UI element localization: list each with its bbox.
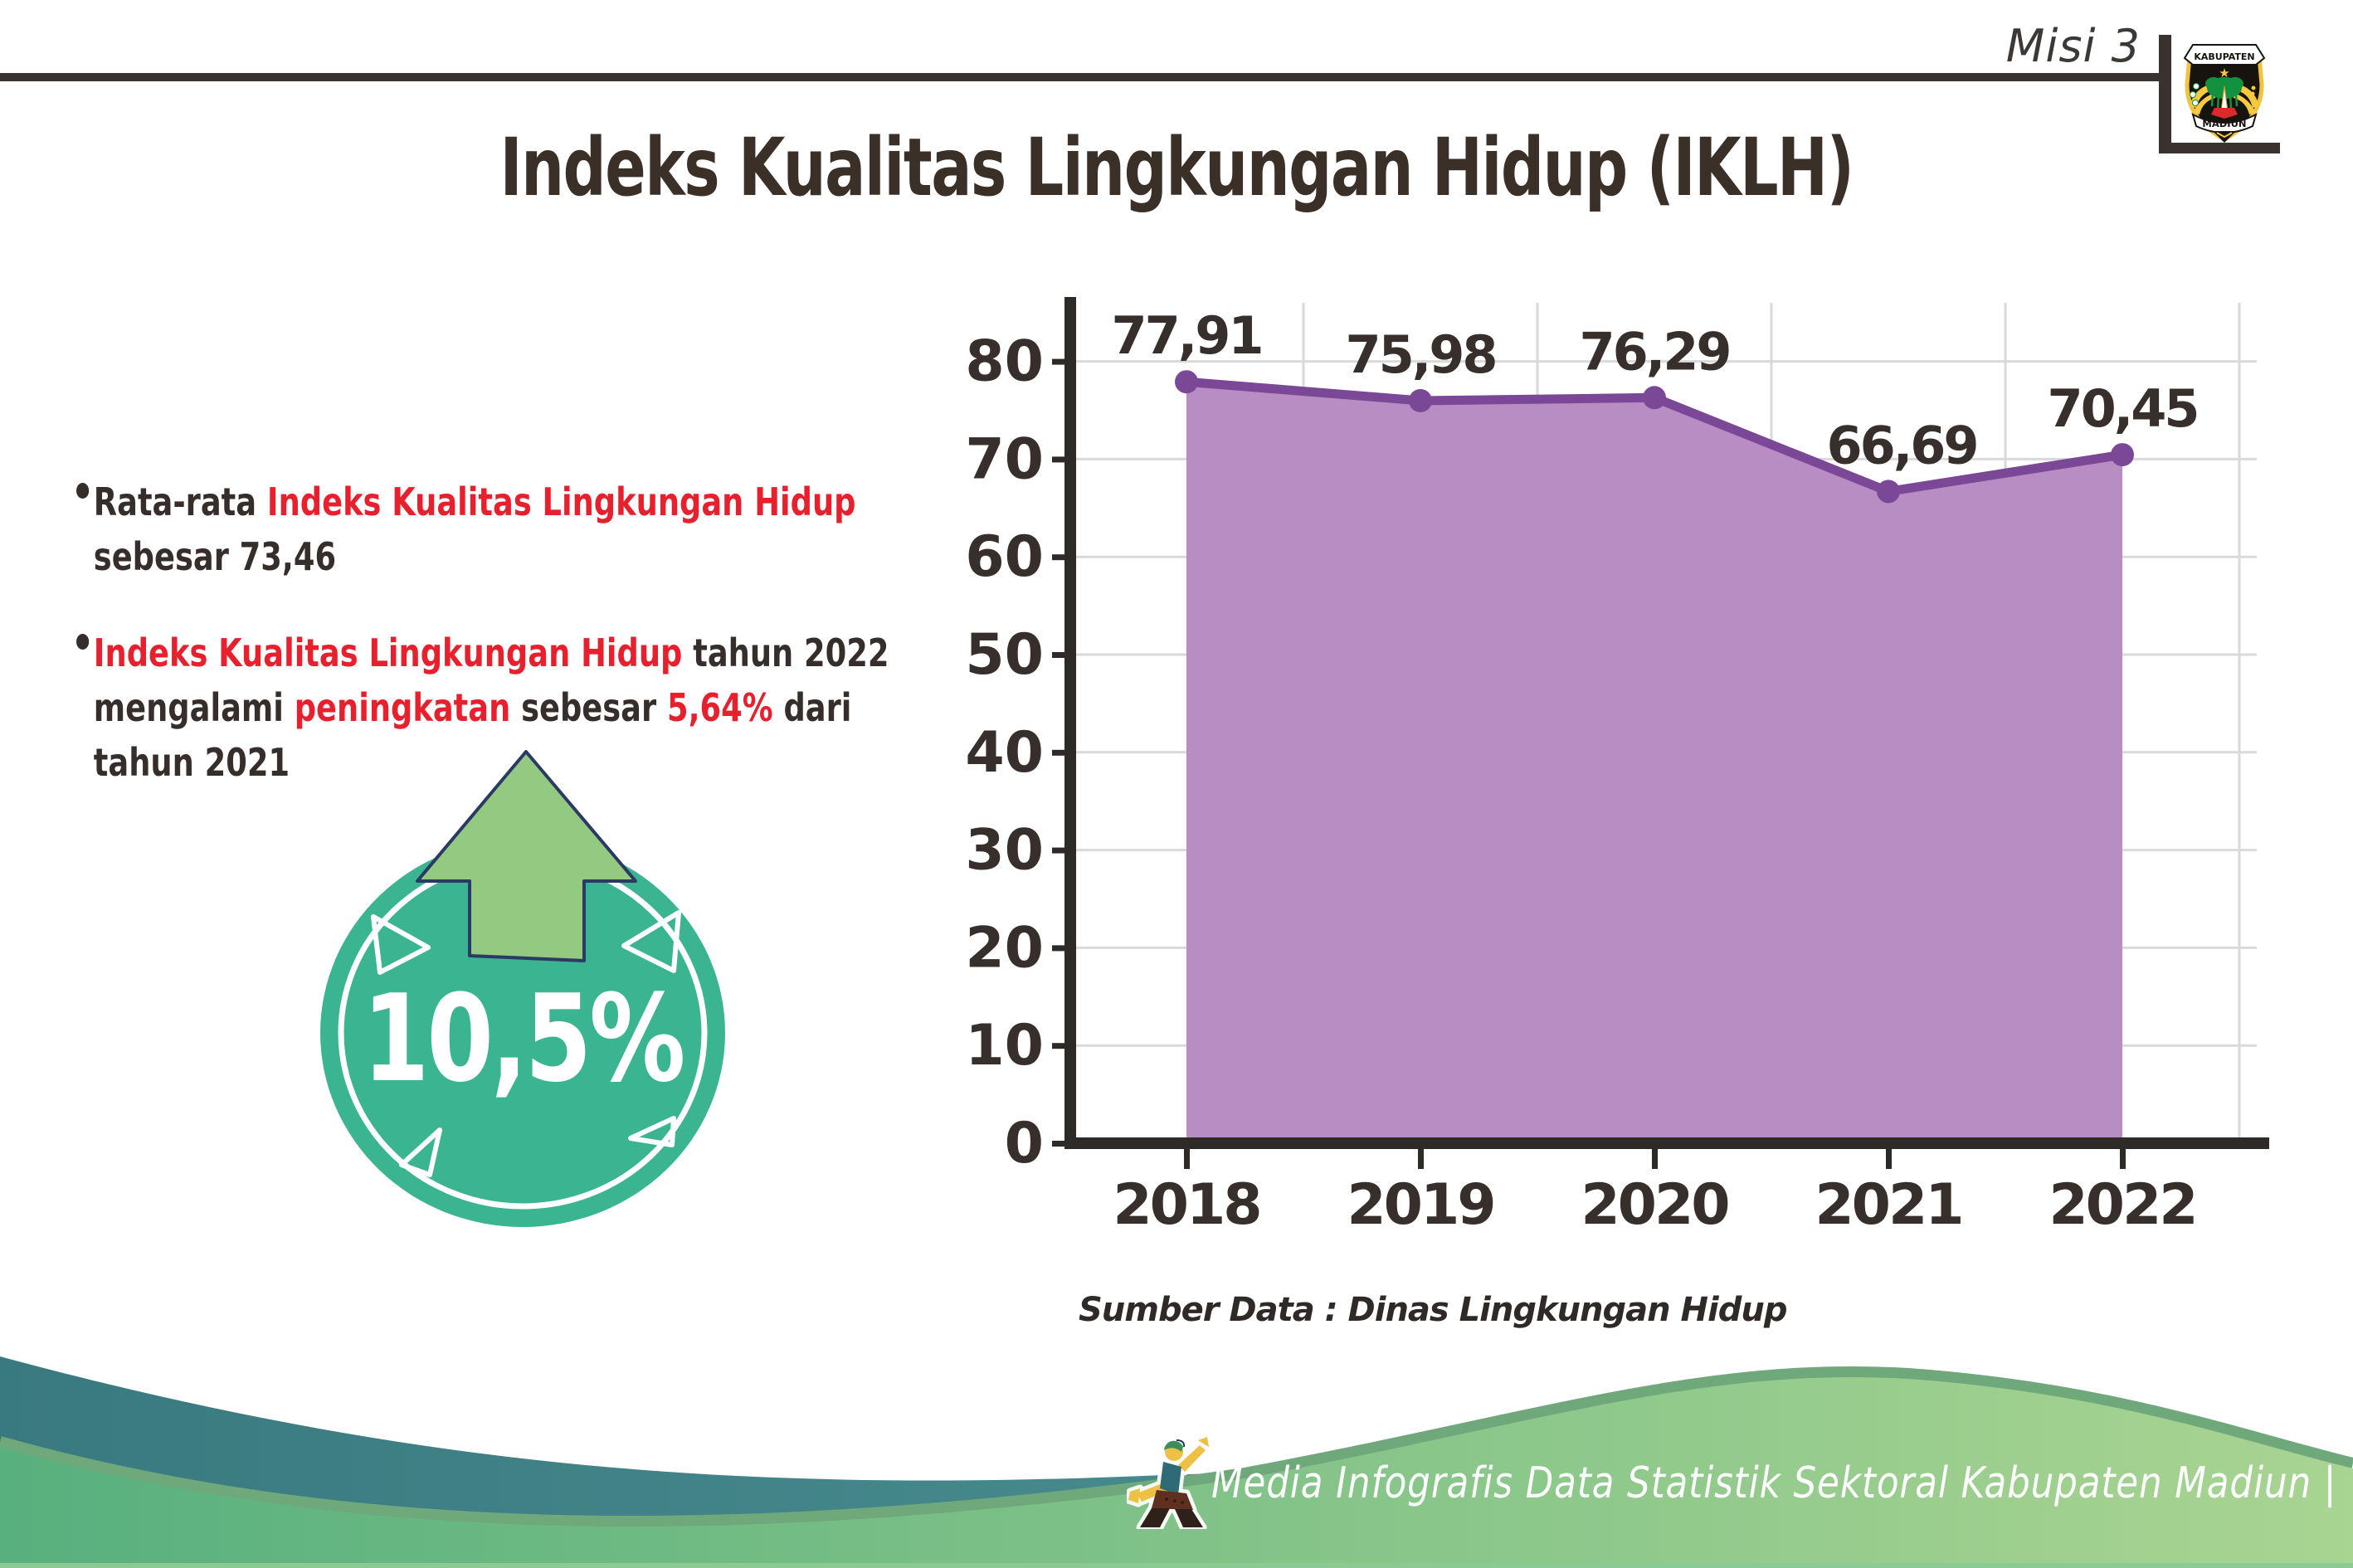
svg-text:20: 20 — [965, 915, 1044, 981]
green-wave — [0, 1376, 2353, 1568]
logo-top-text: KABUPATEN — [2194, 51, 2254, 62]
svg-text:0: 0 — [1005, 1111, 1044, 1176]
chart-source: Sumber Data : Dinas Lingkungan Hidup — [1079, 1291, 1787, 1329]
logo-star-icon: ★ — [2219, 66, 2229, 80]
misi-label: Misi 3 — [2005, 20, 2141, 72]
svg-text:2019: 2019 — [1347, 1172, 1493, 1238]
footer-wave-decoration — [0, 1356, 2353, 1568]
svg-text:2022: 2022 — [2049, 1172, 2195, 1238]
bullet-dot-icon — [76, 483, 90, 499]
svg-text:50: 50 — [965, 622, 1044, 688]
bullet-dot-icon — [76, 634, 90, 650]
green-wave-edge — [0, 1366, 2353, 1528]
badge-tick-decorations — [371, 910, 681, 1177]
svg-text:10: 10 — [965, 1013, 1044, 1079]
svg-text:77,91: 77,91 — [1111, 305, 1261, 366]
bullet2-line2: mengalami peningkatan sebesar 5,64% dari — [93, 685, 852, 730]
bullet2-line1: Indeks Kualitas Lingkungan Hidup tahun 2… — [93, 631, 889, 675]
bullet1-line2: sebesar 73,46 — [93, 534, 337, 579]
logo-bottom-text: MADIUN — [2202, 118, 2246, 129]
page-title: Indeks Kualitas Lingkungan Hidup (IKLH) — [0, 121, 2353, 214]
bullet-average-iklh: Rata-rata Indeks Kualitas Lingkungan Hid… — [76, 475, 873, 584]
svg-text:2018: 2018 — [1113, 1172, 1259, 1238]
svg-text:75,98: 75,98 — [1345, 324, 1495, 385]
up-arrow-icon — [416, 750, 637, 962]
svg-text:30: 30 — [965, 818, 1044, 884]
svg-text:40: 40 — [965, 720, 1044, 786]
page-title-text: Indeks Kualitas Lingkungan Hidup (IKLH) — [499, 121, 1854, 214]
kabupaten-madiun-logo-icon: KABUPATEN ★ MADIUN — [2183, 44, 2266, 143]
footer-credit: Media Infografis Data Statistik Sektoral… — [1211, 1458, 2337, 1508]
svg-text:66,69: 66,69 — [1826, 415, 1976, 475]
bullet2-line3: tahun 2021 — [93, 740, 290, 785]
svg-text:70,45: 70,45 — [2047, 378, 2197, 439]
bullet-iklh-increase: Indeks Kualitas Lingkungan Hidup tahun 2… — [76, 626, 889, 790]
increase-percentage: 10,5% — [362, 969, 686, 1109]
iklh-area-chart: 77,91 75,98 76,29 66,69 70,45 0 10 20 30 40 50 60 70… — [965, 297, 2269, 1238]
logo-bracket-horizontal — [2159, 143, 2280, 153]
logo-bracket-vertical — [2159, 35, 2171, 153]
dancer-mascot-icon — [1127, 1434, 1213, 1529]
svg-text:76,29: 76,29 — [1579, 321, 1729, 382]
svg-text:2021: 2021 — [1815, 1172, 1961, 1238]
svg-text:2020: 2020 — [1581, 1172, 1728, 1238]
increase-badge — [320, 750, 725, 1227]
svg-text:80: 80 — [965, 329, 1044, 395]
svg-text:60: 60 — [965, 524, 1044, 590]
header-rule — [0, 73, 2161, 81]
bullet1-line1: Rata-rata Indeks Kualitas Lingkungan Hid… — [93, 480, 856, 524]
svg-text:70: 70 — [965, 426, 1044, 492]
